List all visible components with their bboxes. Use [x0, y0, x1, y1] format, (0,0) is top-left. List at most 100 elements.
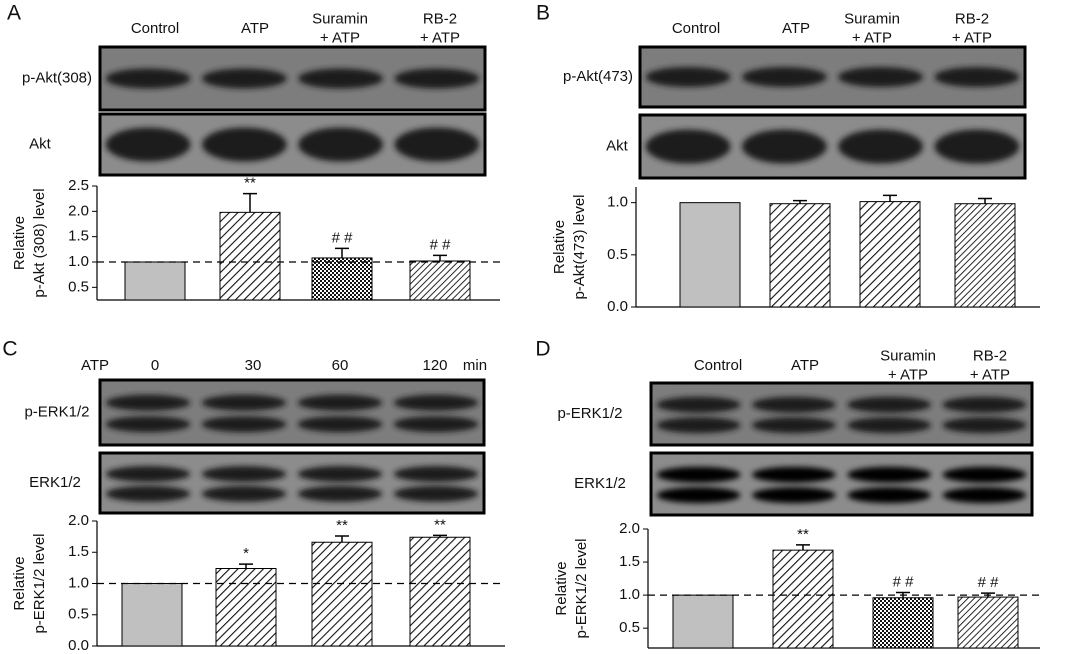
error-bar [796, 544, 810, 551]
y-tick-label: 2.5 [68, 177, 89, 194]
blot-band [847, 396, 932, 413]
lane-label: Control [694, 357, 742, 374]
error-bar [433, 534, 447, 538]
lane-label: 30 [245, 357, 262, 374]
blot-band [393, 466, 479, 482]
blot-band [847, 417, 932, 434]
annotation: ** [797, 526, 809, 543]
blot-band [934, 129, 1020, 164]
y-tick-label: 1.5 [619, 553, 640, 570]
blot-band [105, 466, 191, 482]
y-axis-label: Relative [551, 220, 568, 274]
lane-label: 120 [422, 357, 447, 374]
annotation: # # [430, 236, 452, 253]
blot-band [105, 127, 191, 162]
blot-image [98, 451, 486, 515]
blot-band [105, 394, 191, 411]
blot-label: p-ERK1/2 [557, 405, 622, 422]
blot-label: Akt [29, 135, 52, 152]
blot-band [201, 466, 287, 482]
annotation: ** [336, 517, 348, 534]
bar [215, 568, 277, 647]
blot-label: p-Akt(473) [563, 68, 633, 85]
y-axis-label: Relative [11, 216, 28, 270]
bar [679, 202, 741, 308]
blot-band [298, 68, 383, 89]
lane-label: Suramin + ATP [880, 347, 936, 383]
error-bar [335, 535, 349, 543]
y-tick-label: 0.5 [619, 619, 640, 636]
blot-label: p-ERK1/2 [24, 403, 89, 420]
y-tick-label: 0.0 [607, 298, 628, 315]
blot-band [394, 127, 480, 162]
blot-band [942, 417, 1027, 434]
bar [859, 201, 921, 308]
blot-label: ERK1/2 [29, 474, 81, 491]
error-bar [433, 254, 447, 261]
annotation: # # [978, 574, 1000, 591]
y-tick-label: 0.5 [68, 278, 89, 295]
lane-label: ATP [241, 20, 269, 37]
bar [311, 257, 373, 301]
blot-band [105, 68, 191, 89]
error-bar [793, 199, 807, 204]
error-bar [243, 192, 257, 213]
blot-band [942, 487, 1027, 504]
panel-label: C [2, 338, 17, 361]
y-axis-label: p-Akt (308) level [31, 188, 48, 297]
bar [409, 260, 471, 301]
bar [772, 549, 834, 649]
y-tick-label: 0.5 [607, 246, 628, 263]
y-tick-label: 2.0 [68, 512, 89, 529]
bar [672, 594, 734, 649]
annotation: ** [244, 175, 256, 192]
bar [219, 211, 281, 301]
blot-band [393, 394, 479, 411]
y-tick-label: 1.0 [68, 574, 89, 591]
error-bar [335, 247, 349, 258]
bar [124, 261, 186, 301]
lane-prefix: ATP [81, 357, 109, 374]
blot-band [202, 127, 287, 162]
blot-band [656, 487, 741, 504]
lane-label: Suramin + ATP [312, 10, 368, 46]
lane-label: RB-2 + ATP [952, 10, 992, 46]
y-tick-label: 0.5 [68, 606, 89, 623]
blot-band [838, 129, 923, 164]
blot-band [942, 466, 1027, 483]
blot-band [201, 394, 287, 411]
panel-label: A [7, 2, 21, 25]
blot-band [656, 396, 741, 413]
blot-band [645, 67, 731, 87]
blot-band [751, 417, 836, 434]
blot-band [297, 394, 383, 411]
lane-label: Control [672, 20, 720, 37]
error-bar [883, 194, 897, 202]
y-tick-label: 2.0 [619, 520, 640, 537]
blot-band [742, 129, 827, 164]
bar [409, 536, 471, 647]
bar [957, 596, 1019, 649]
panel-label: D [535, 338, 550, 361]
annotation: * [243, 545, 249, 562]
blot-label: Akt [606, 137, 629, 154]
lane-label: 60 [332, 357, 349, 374]
blot-band [298, 127, 383, 162]
error-bar [239, 563, 253, 569]
bar [769, 203, 831, 308]
bar [311, 541, 373, 647]
blot-band [751, 466, 836, 483]
annotation: ** [434, 516, 446, 533]
y-tick-label: 1.0 [68, 253, 89, 270]
blot-band [742, 67, 827, 87]
blot-band [656, 417, 741, 434]
blot-band [751, 487, 836, 504]
blot-band [645, 129, 731, 164]
y-tick-label: 0.0 [68, 637, 89, 654]
lane-label: RB-2 + ATP [420, 10, 460, 46]
y-tick-label: 1.5 [68, 543, 89, 560]
y-axis-label: Relative [553, 561, 570, 615]
bar [954, 203, 1016, 308]
lane-label: Control [131, 20, 179, 37]
